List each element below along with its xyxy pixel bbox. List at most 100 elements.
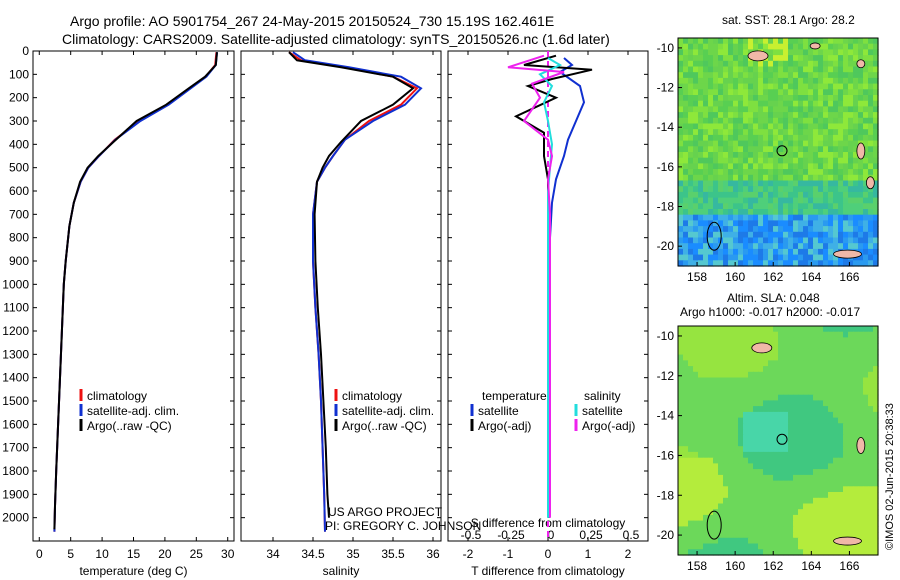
heatmap-cell — [793, 163, 799, 170]
heatmap-cell — [773, 140, 779, 147]
heatmap-cell — [713, 117, 719, 125]
heatmap-cell — [773, 112, 779, 119]
heatmap-cell — [703, 549, 709, 556]
heatmap-cell — [768, 366, 774, 373]
heatmap-cell — [708, 95, 714, 102]
temperature-legend-label: satellite-adj. clim. — [87, 404, 179, 418]
heatmap-cell — [793, 55, 799, 62]
heatmap-cell — [718, 209, 724, 216]
heatmap-cell — [853, 89, 859, 96]
heatmap-cell — [853, 117, 859, 125]
heatmap-cell — [723, 157, 729, 164]
heatmap-cell — [838, 400, 844, 407]
heatmap-cell — [853, 469, 859, 476]
heatmap-cell — [798, 366, 804, 373]
heatmap-cell — [763, 174, 769, 182]
heatmap-cell — [763, 209, 769, 216]
heatmap-cell — [803, 129, 809, 136]
heatmap-cell — [693, 140, 699, 147]
heatmap-cell — [743, 214, 749, 221]
heatmap-cell — [838, 231, 844, 239]
heatmap-cell — [843, 72, 849, 79]
heatmap-cell — [743, 209, 749, 216]
heatmap-cell — [688, 95, 694, 102]
heatmap-cell — [868, 152, 874, 159]
heatmap-cell — [828, 146, 834, 153]
heatmap-cell — [753, 152, 759, 159]
heatmap-cell — [808, 514, 814, 522]
heatmap-cell — [758, 123, 764, 130]
heatmap-cell — [733, 174, 739, 182]
heatmap-cell — [868, 66, 874, 73]
heatmap-cell — [863, 180, 869, 187]
heatmap-cell — [813, 60, 819, 68]
heatmap-cell — [863, 123, 869, 130]
heatmap-cell — [823, 100, 829, 107]
heatmap-cell — [733, 326, 739, 333]
heatmap-cell — [838, 134, 844, 142]
heatmap-cell — [793, 38, 799, 45]
heatmap-cell — [793, 549, 799, 556]
heatmap-cell — [763, 486, 769, 493]
heatmap-cell — [768, 532, 774, 539]
heatmap-cell — [693, 463, 699, 470]
heatmap-cell — [733, 55, 739, 62]
heatmap-cell — [873, 463, 879, 470]
heatmap-cell — [823, 520, 829, 527]
heatmap-cell — [823, 503, 829, 510]
heatmap-cell — [848, 417, 854, 424]
heatmap-cell — [828, 480, 834, 487]
heatmap-cell — [808, 326, 814, 333]
heatmap-cell — [753, 411, 759, 419]
heatmap-cell — [753, 383, 759, 390]
heatmap-cell — [698, 434, 704, 442]
heatmap-cell — [693, 163, 699, 170]
heatmap-cell — [843, 446, 849, 453]
heatmap-cell — [753, 457, 759, 464]
heatmap-cell — [708, 152, 714, 159]
heatmap-cell — [868, 371, 874, 379]
heatmap-cell — [843, 237, 849, 244]
heatmap-cell — [713, 520, 719, 527]
heatmap-cell — [783, 203, 789, 210]
heatmap-cell — [743, 389, 749, 396]
heatmap-cell — [793, 474, 799, 482]
heatmap-cell — [858, 226, 864, 233]
heatmap-cell — [833, 140, 839, 147]
heatmap-cell — [758, 66, 764, 73]
heatmap-cell — [733, 423, 739, 430]
heatmap-cell — [813, 543, 819, 550]
salinity-x-axis-label: salinity — [323, 564, 360, 578]
heatmap-cell — [788, 326, 794, 333]
heatmap-cell — [833, 514, 839, 522]
heatmap-cell — [798, 543, 804, 550]
heatmap-cell — [803, 514, 809, 522]
heatmap-cell — [688, 326, 694, 333]
heatmap-cell — [738, 72, 744, 79]
heatmap-cell — [723, 411, 729, 419]
heatmap-cell — [853, 231, 859, 239]
heatmap-cell — [853, 383, 859, 390]
heatmap-cell — [703, 492, 709, 499]
heatmap-cell — [733, 49, 739, 56]
heatmap-cell — [773, 423, 779, 430]
heatmap-cell — [828, 520, 834, 527]
heatmap-cell — [758, 60, 764, 68]
heatmap-cell — [678, 463, 684, 470]
heatmap-cell — [733, 457, 739, 464]
heatmap-cell — [698, 343, 704, 350]
heatmap-cell — [728, 55, 734, 62]
heatmap-cell — [758, 480, 764, 487]
heatmap-cell — [758, 532, 764, 539]
heatmap-cell — [833, 503, 839, 510]
heatmap-cell — [838, 497, 844, 505]
heatmap-cell — [753, 231, 759, 239]
heatmap-cell — [788, 72, 794, 79]
heatmap-cell — [753, 226, 759, 233]
heatmap-cell — [713, 186, 719, 193]
heatmap-cell — [853, 394, 859, 401]
heatmap-cell — [693, 354, 699, 361]
heatmap-cell — [853, 157, 859, 164]
heatmap-cell — [753, 469, 759, 476]
heatmap-cell — [698, 451, 704, 459]
